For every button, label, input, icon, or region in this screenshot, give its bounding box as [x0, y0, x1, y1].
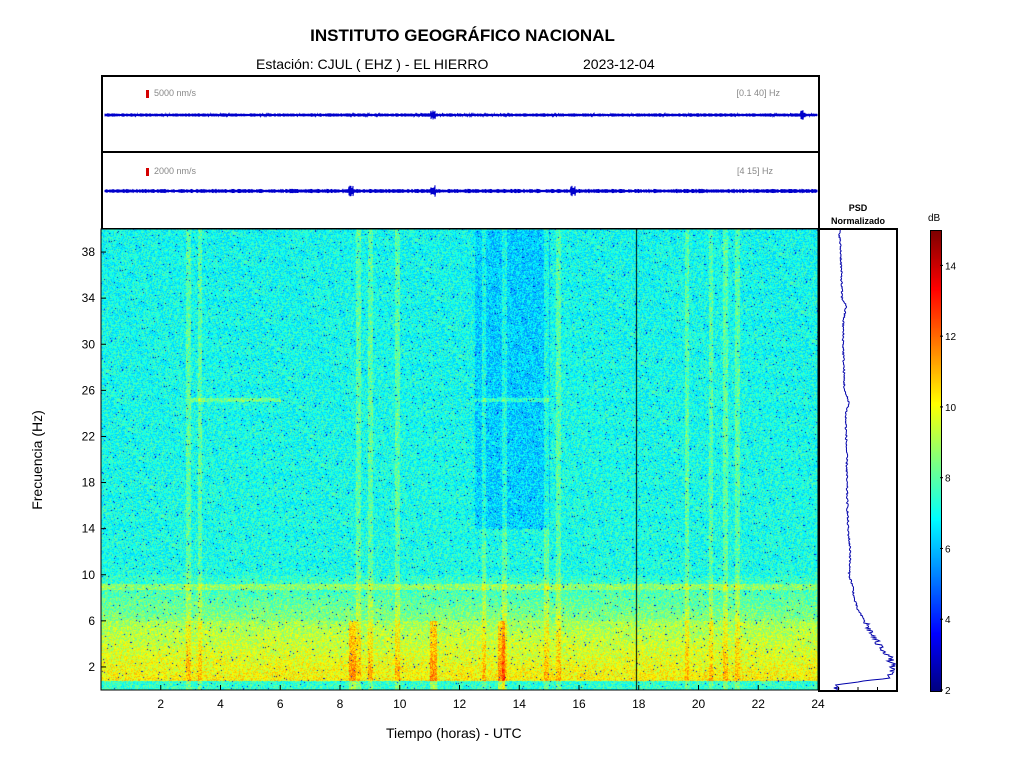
x-tick-label: 16: [572, 697, 586, 711]
colorbar-tick-label: 14: [945, 261, 957, 272]
x-tick-label: 6: [277, 697, 284, 711]
x-tick-label: 22: [752, 697, 766, 711]
y-tick-label: 10: [82, 568, 96, 582]
y-tick-label: 6: [88, 614, 95, 628]
colorbar-tick-label: 6: [945, 544, 951, 555]
colorbar-tick-label: 8: [945, 474, 951, 485]
colorbar-unit: dB: [928, 213, 941, 224]
x-tick-label: 20: [692, 697, 706, 711]
colorbar-tick-label: 10: [945, 403, 957, 414]
x-tick-label: 24: [811, 697, 825, 711]
waveform-trace-1: [104, 110, 818, 120]
colorbar: [930, 230, 942, 692]
scale-bar-1: [146, 90, 149, 98]
psd-title-line1: PSD: [848, 203, 868, 213]
psd-line: [833, 229, 897, 691]
date-label: 2023-12-04: [583, 56, 655, 72]
scale-bar-2: [146, 168, 149, 176]
spectrogram: [101, 229, 818, 690]
y-tick-label: 26: [82, 383, 96, 397]
y-tick-label: 18: [82, 476, 96, 490]
chart-title: INSTITUTO GEOGRÁFICO NACIONAL: [310, 26, 615, 45]
psd-title: PSD Normalizado: [818, 202, 898, 228]
y-tick-label: 14: [82, 522, 96, 536]
x-axis-label: Tiempo (horas) - UTC: [386, 725, 522, 741]
scale-label-2: 2000 nm/s: [154, 166, 197, 176]
y-tick-label: 38: [82, 245, 96, 259]
band-label-2: [4 15] Hz: [736, 166, 773, 176]
colorbar-tick-label: 4: [945, 615, 951, 626]
colorbar-axis: 2 4 6 8 10 12 14: [940, 261, 957, 697]
psd-title-line2: Normalizado: [830, 216, 885, 226]
x-tick-label: 10: [393, 697, 407, 711]
y-tick-label: 30: [82, 337, 96, 351]
waveform-panel-broadband: 5000 nm/s [0.1 40] Hz: [101, 75, 820, 153]
x-tick-label: 14: [513, 697, 527, 711]
colorbar-tick-label: 12: [945, 332, 957, 343]
station-label: Estación: CJUL ( EHZ ) - EL HIERRO: [256, 56, 489, 72]
x-tick-label: 12: [453, 697, 467, 711]
psd-panel: [818, 228, 898, 692]
y-tick-label: 2: [88, 660, 95, 674]
x-tick-label: 2: [157, 697, 164, 711]
y-tick-label: 34: [82, 291, 96, 305]
psd-frame: [818, 228, 898, 692]
colorbar-tick-label: 2: [945, 686, 951, 697]
y-axis-label: Frecuencia (Hz): [29, 410, 45, 510]
x-tick-label: 18: [632, 697, 646, 711]
y-tick-label: 22: [82, 429, 96, 443]
x-tick-label: 4: [217, 697, 224, 711]
scale-label-1: 5000 nm/s: [154, 88, 197, 98]
band-label-1: [0.1 40] Hz: [736, 88, 780, 98]
x-tick-label: 8: [337, 697, 344, 711]
waveform-panel-filtered: 2000 nm/s [4 15] Hz: [101, 151, 820, 230]
waveform-trace-2: [104, 185, 818, 197]
waveform-path: [104, 185, 818, 197]
waveform-path: [104, 110, 818, 120]
